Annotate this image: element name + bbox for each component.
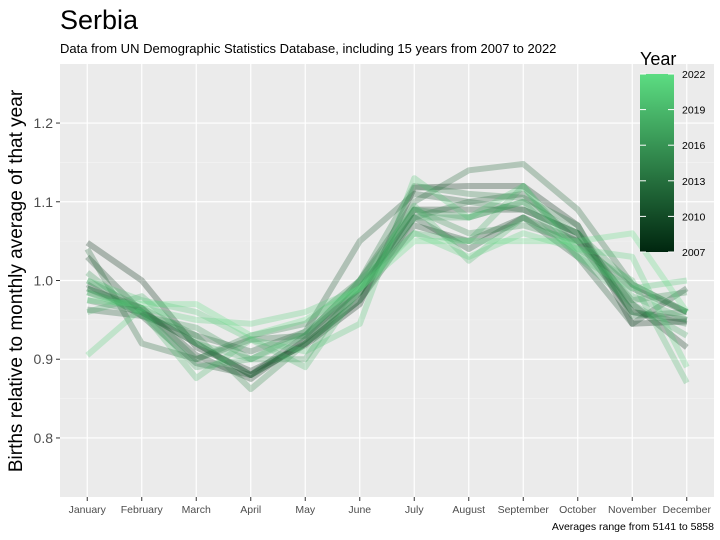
series-line-2014 [85, 183, 688, 363]
year-legend: Year 2007 2010 2013 2016 2019 2022 [640, 49, 706, 259]
series-line-2019 [86, 202, 690, 385]
minor-gridlines [60, 162, 714, 399]
series-line-2009 [85, 214, 688, 378]
series-line-2015 [86, 206, 688, 393]
legend-tick-label: 2022 [682, 69, 706, 81]
legend-tick-label: 2013 [682, 176, 706, 188]
y-axis-label: Births relative to monthly average of th… [6, 89, 27, 472]
x-tick-label: July [405, 504, 424, 516]
legend-title: Year [640, 49, 676, 69]
x-tick-label: February [121, 504, 164, 516]
series-line-2022 [87, 230, 690, 339]
legend-tick-label: 2016 [682, 140, 706, 152]
series-line-2020 [86, 175, 688, 355]
series-line-2007 [85, 183, 687, 374]
chart-title: Serbia [60, 5, 139, 35]
chart-subtitle: Data from UN Demographic Statistics Data… [60, 41, 556, 56]
x-tick-label: March [182, 504, 211, 516]
series-line-2017 [86, 198, 689, 371]
series-line-2016 [85, 198, 689, 363]
x-tick-label: April [240, 504, 261, 516]
chart-caption: Averages range from 5141 to 5858 [552, 521, 714, 533]
y-tick-label: 0.9 [34, 351, 54, 367]
x-tick-label: May [295, 504, 316, 516]
series-lines [84, 161, 690, 393]
x-tick-label: September [498, 504, 550, 516]
major-gridlines [60, 64, 714, 497]
y-axis-ticks: 0.8 0.9 1.0 1.1 1.2 [34, 115, 60, 446]
y-tick-label: 0.8 [34, 430, 54, 446]
x-tick-label: June [348, 504, 371, 516]
series-line-2008 [86, 206, 689, 382]
x-tick-label: August [452, 504, 485, 516]
legend-tick-label: 2019 [682, 105, 706, 117]
y-tick-label: 1.1 [34, 194, 54, 210]
legend-ticks: 2007 2010 2013 2016 2019 2022 [640, 69, 706, 259]
series-line-2021 [85, 230, 690, 369]
x-tick-label: December [663, 504, 712, 516]
legend-colorbar [640, 74, 674, 252]
y-tick-label: 1.0 [34, 273, 54, 289]
series-line-2011 [86, 190, 688, 355]
x-tick-label: January [69, 504, 107, 516]
series-line-2018 [86, 183, 688, 363]
x-tick-label: October [559, 504, 597, 516]
x-tick-label: November [608, 504, 657, 516]
legend-tick-label: 2007 [682, 247, 706, 259]
series-line-2010 [85, 214, 689, 378]
legend-tick-label: 2010 [682, 211, 706, 223]
series-line-2013 [86, 198, 688, 378]
series-line-2012 [84, 161, 689, 363]
y-tick-label: 1.2 [34, 115, 54, 131]
x-axis-ticks: January February March April May June July Augu… [69, 497, 712, 516]
